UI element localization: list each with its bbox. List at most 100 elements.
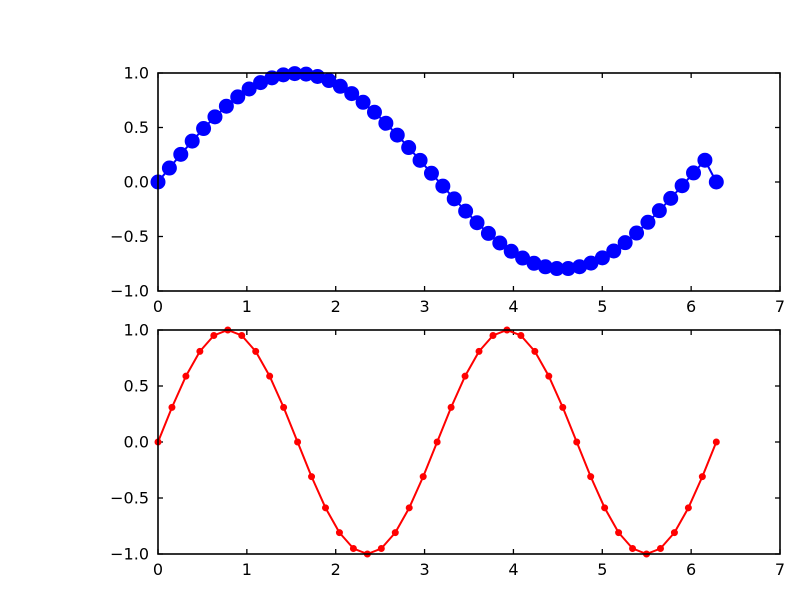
top-data-point bbox=[401, 140, 417, 156]
bottom-data-point bbox=[587, 473, 595, 481]
bottom-data-point bbox=[238, 331, 246, 339]
bottom-data-point bbox=[461, 372, 469, 380]
bottom-data-point bbox=[447, 403, 455, 411]
bottom-data-point bbox=[656, 545, 664, 553]
bottom-data-point bbox=[391, 529, 399, 537]
top-data-point bbox=[617, 235, 633, 251]
bottom-ytick-label: −0.5 bbox=[110, 489, 149, 508]
bottom-data-point bbox=[517, 331, 525, 339]
bottom-data-point bbox=[698, 473, 706, 481]
bottom-data-point bbox=[670, 529, 678, 537]
bottom-data-point bbox=[168, 403, 176, 411]
subplot-bottom: 0 1 2 3 4 5 6 7 −1.0 −0.5 0.0 0.5 1.0 bbox=[98, 318, 794, 588]
top-data-point bbox=[640, 214, 656, 230]
bottom-ytick-label: 0.5 bbox=[124, 377, 149, 396]
bottom-data-point bbox=[322, 504, 329, 512]
bottom-data-point bbox=[545, 372, 553, 380]
bottom-data-point bbox=[280, 403, 288, 411]
bottom-data-point bbox=[601, 504, 609, 512]
top-data-point bbox=[378, 115, 394, 131]
bottom-xtick-label: 2 bbox=[331, 560, 341, 579]
top-xtick-label: 6 bbox=[686, 297, 696, 316]
bottom-data-point bbox=[615, 529, 623, 537]
bottom-ytick-label: 1.0 bbox=[124, 321, 149, 340]
bottom-data-point bbox=[712, 438, 720, 446]
top-xtick-label: 1 bbox=[242, 297, 252, 316]
bottom-data-point bbox=[629, 545, 637, 553]
bottom-ytick-label: −1.0 bbox=[110, 545, 149, 564]
bottom-data-point bbox=[266, 372, 274, 380]
top-data-point bbox=[469, 215, 485, 231]
top-data-point bbox=[389, 127, 405, 143]
bottom-xtick-label: 5 bbox=[597, 560, 607, 579]
top-data-point bbox=[708, 174, 724, 190]
bottom-data-point bbox=[405, 504, 413, 512]
bottom-data-point bbox=[559, 403, 567, 411]
bottom-xtick-label: 6 bbox=[686, 560, 696, 579]
bottom-xtick-label: 3 bbox=[419, 560, 429, 579]
bottom-data-point bbox=[335, 529, 343, 537]
bottom-xtick-label: 0 bbox=[153, 560, 163, 579]
top-data-point bbox=[686, 165, 702, 181]
top-ytick-label: 0.0 bbox=[124, 173, 149, 192]
bottom-data-point bbox=[573, 438, 581, 446]
top-data-point bbox=[606, 243, 622, 259]
bottom-ytick-label: 0.0 bbox=[124, 433, 149, 452]
bottom-data-point bbox=[196, 347, 204, 355]
top-data-point bbox=[423, 165, 439, 181]
top-data-point bbox=[241, 81, 257, 97]
bottom-data-point bbox=[294, 438, 302, 446]
top-data-point bbox=[218, 98, 234, 114]
top-data-point bbox=[196, 121, 212, 137]
top-data-point bbox=[492, 235, 508, 251]
bottom-data-point bbox=[377, 545, 385, 553]
bottom-xtick-label: 7 bbox=[775, 560, 785, 579]
top-ytick-label: −0.5 bbox=[110, 227, 149, 246]
top-data-point bbox=[663, 190, 679, 206]
top-data-point bbox=[161, 160, 177, 176]
bottom-data-point bbox=[419, 473, 427, 481]
top-data-point bbox=[435, 178, 451, 194]
top-data-point bbox=[674, 178, 690, 194]
top-data-point bbox=[412, 152, 428, 168]
top-data-point bbox=[230, 89, 246, 105]
bottom-data-point bbox=[475, 347, 483, 355]
top-xtick-label: 5 bbox=[597, 297, 607, 316]
top-data-point bbox=[344, 86, 360, 102]
top-data-point bbox=[355, 94, 371, 110]
bottom-data-point bbox=[684, 504, 692, 512]
top-data-point bbox=[458, 203, 474, 219]
top-xtick-label: 3 bbox=[419, 297, 429, 316]
top-xtick-label: 0 bbox=[153, 297, 163, 316]
top-data-point bbox=[207, 109, 223, 125]
bottom-xtick-label: 4 bbox=[508, 560, 518, 579]
top-data-point bbox=[173, 146, 189, 162]
top-data-point bbox=[480, 225, 496, 241]
bottom-spines bbox=[157, 329, 781, 555]
top-xtick-label: 7 bbox=[775, 297, 785, 316]
bottom-data-point bbox=[308, 473, 316, 481]
top-data-point bbox=[184, 133, 200, 149]
top-data-point bbox=[332, 78, 348, 94]
top-data-point bbox=[697, 152, 713, 168]
top-data-point bbox=[446, 191, 462, 207]
bottom-data-point bbox=[210, 331, 218, 339]
bottom-data-point bbox=[489, 331, 497, 339]
subplot-top: 0 1 2 3 4 5 6 7 −1.0 −0.5 0.0 0.5 1.0 bbox=[98, 61, 794, 325]
top-data-point bbox=[366, 104, 382, 120]
top-spines bbox=[157, 72, 781, 292]
bottom-data-point bbox=[182, 372, 190, 380]
top-xtick-label: 2 bbox=[331, 297, 341, 316]
top-data-point bbox=[594, 250, 610, 266]
top-data-point bbox=[651, 203, 667, 219]
bottom-data-point bbox=[252, 347, 260, 355]
bottom-axes: 0 1 2 3 4 5 6 7 −1.0 −0.5 0.0 0.5 1.0 bbox=[110, 321, 785, 580]
top-ytick-label: 0.5 bbox=[124, 118, 149, 137]
bottom-plot-background bbox=[158, 330, 780, 554]
bottom-xtick-label: 1 bbox=[242, 560, 252, 579]
top-ytick-label: −1.0 bbox=[110, 282, 149, 301]
top-data-point bbox=[503, 243, 519, 259]
top-data-point bbox=[629, 225, 645, 241]
top-ytick-label: 1.0 bbox=[124, 64, 149, 83]
